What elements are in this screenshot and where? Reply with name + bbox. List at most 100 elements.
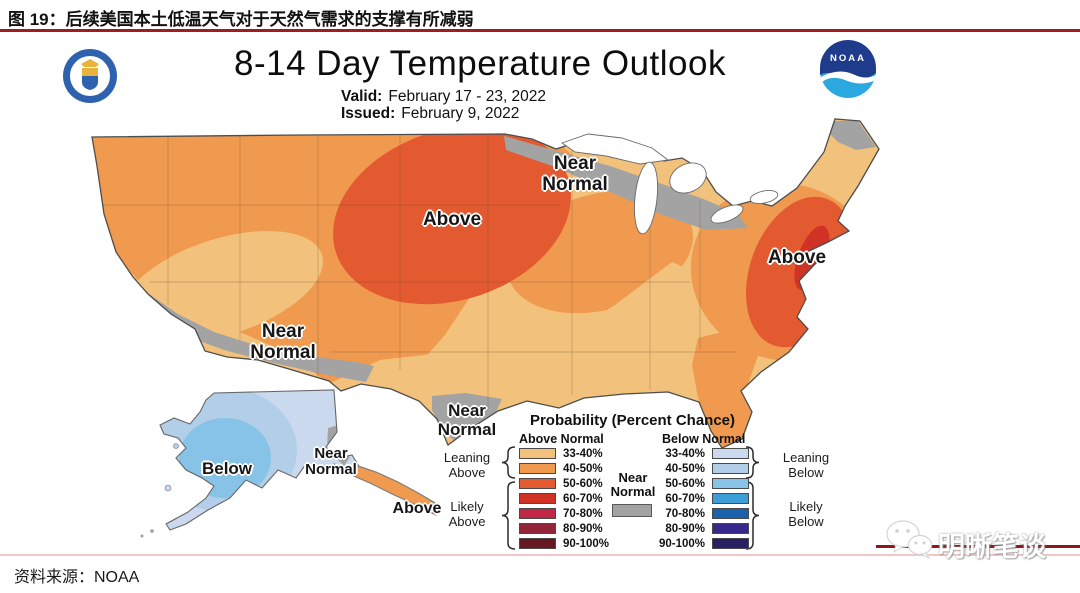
legend-below-swatch [712,523,749,534]
legend-row: 60-70% [653,491,749,506]
watermark-line [876,545,1080,548]
valid-value: February 17 - 23, 2022 [388,88,547,105]
legend-percent-label: 60-70% [665,492,705,505]
legend-percent-label: 90-100% [563,537,610,550]
legend-braces [501,446,760,550]
valid-label: Valid: [341,88,383,105]
map-label-near-normal-texas: Near Normal [437,401,497,439]
issued-label: Issued: [341,105,396,122]
region-near-normal-westcoast [146,292,374,382]
legend-below-swatch [712,448,749,459]
legend-row: 60-70% [519,491,609,506]
watermark-text: 明晰笔谈 [938,532,1046,562]
lake-michigan [633,161,659,235]
legend-above-swatch [519,478,556,489]
region-above-florida [692,330,758,448]
legend-percent-label: 80-90% [665,522,705,535]
legend-above-swatch [519,463,556,474]
great-lakes [561,133,779,235]
noaa-logo: NOAA [820,40,876,98]
legend-below-swatch [712,493,749,504]
legend-row: 70-80% [519,506,609,521]
map-label-above-panhandle: Above [392,500,442,517]
wechat-icon [886,520,933,560]
legend-row: 90-100% [519,536,609,551]
valid-date-line: Valid: February 17 - 23, 2022 [341,88,546,106]
legend-near-normal-swatch [612,504,652,517]
legend-percent-label: 70-80% [665,507,705,520]
legend-above-rows: 33-40% 40-50% 50-60% 60-70% 70-80% 80-90% 90-1… [519,446,609,551]
legend-leaning-above: Leaning Above [443,450,491,480]
legend-below-swatch [712,463,749,474]
legend-row: 50-60% [519,476,609,491]
figure-title: 图 19：后续美国本土低温天气对于天然气需求的支撑有所减弱 [8,10,474,29]
legend-title: Probability (Percent Chance) [529,412,736,429]
region-near-normal-maine [828,121,876,150]
map-label-above-east: Above [767,247,827,268]
ak-island [164,484,172,492]
legend-above-swatch [519,493,556,504]
legend-above-swatch [519,508,556,519]
commerce-seal [63,49,117,103]
legend-row: 40-50% [653,461,749,476]
issued-date-line: Issued: February 9, 2022 [341,105,519,123]
map-label-above-central: Above [422,209,482,230]
map-label-near-normal-west: Near Normal [250,321,316,363]
legend-row: 90-100% [653,536,749,551]
aleutian-island [150,529,154,533]
legend-percent-label: 70-80% [563,507,603,520]
legend-percent-label: 80-90% [563,522,603,535]
lake-superior [561,133,670,165]
legend-above-swatch [519,538,556,549]
legend-above-swatch [519,448,556,459]
legend-percent-label: 40-50% [563,462,603,475]
legend-leaning-below: Leaning Below [782,450,830,480]
legend-row: 80-90% [653,521,749,536]
region-near-normal-southtexas [432,393,502,443]
legend-below-swatch [712,478,749,489]
map-label-below-alaska: Below [201,459,253,478]
legend-row: 33-40% [519,446,609,461]
issued-value: February 9, 2022 [401,105,520,122]
region-ak-panhandle-above [353,465,443,516]
legend-percent-label: 40-50% [665,462,705,475]
legend-likely-below: Likely Below [788,499,824,529]
legend-row: 80-90% [519,521,609,536]
legend-likely-above: Likely Above [448,499,486,529]
conus-regions [92,119,879,448]
legend-below-swatch [712,538,749,549]
legend-row: 40-50% [519,461,609,476]
legend-percent-label: 50-60% [563,477,603,490]
lake-huron [669,162,707,194]
legend-percent-label: 33-40% [563,447,603,460]
source-note: 资料来源：NOAA [14,569,140,586]
map-label-near-normal-alaska: Near Normal [305,445,357,478]
ak-island [173,443,179,449]
alaska-outline [159,389,361,531]
conus-outline [91,118,880,449]
legend-below-rows: 33-40% 40-50% 50-60% 60-70% 70-80% 80-90% 90-1… [653,446,749,551]
legend-near-normal-label: Near Normal [610,470,656,499]
legend-percent-label: 90-100% [658,537,705,550]
region-likely-above-central [333,125,571,305]
region-near-normal-north [504,136,748,230]
map-title: 8-14 Day Temperature Outlook [234,44,726,83]
region-above-60-sliver [794,225,830,291]
lake-erie [710,204,744,224]
legend-row: 70-80% [653,506,749,521]
lake-ontario [749,189,779,205]
legend-above-header: Above Normal [519,432,604,446]
legend-percent-label: 60-70% [563,492,603,505]
legend-below-swatch [712,508,749,519]
legend-row: 50-60% [653,476,749,491]
legend-row: 33-40% [653,446,749,461]
map-label-near-normal-north: Near Normal [542,153,608,195]
legend-below-header: Below Normal [662,432,746,446]
figure-bottom-rule [0,554,1080,556]
region-leaning-above-south [328,262,690,420]
legend-percent-label: 50-60% [665,477,705,490]
legend-percent-label: 33-40% [665,447,705,460]
legend-above-swatch [519,523,556,534]
